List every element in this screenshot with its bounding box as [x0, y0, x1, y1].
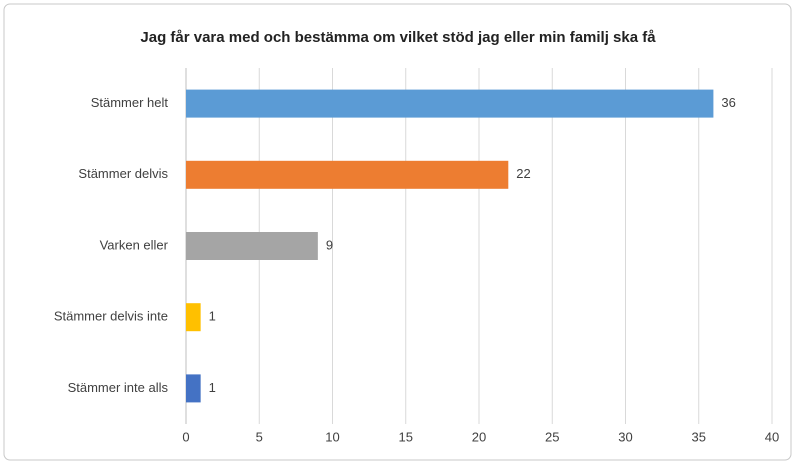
chart-title: Jag får vara med och bestämma om vilket … — [140, 29, 656, 46]
y-tick-label: Stämmer delvis — [78, 166, 168, 181]
chart-border — [3, 3, 792, 461]
y-tick-label: Varken eller — [100, 237, 169, 252]
bar — [186, 232, 318, 260]
y-tick-label: Stämmer delvis inte — [54, 309, 168, 324]
data-label: 1 — [209, 380, 216, 395]
x-tick-label: 30 — [618, 429, 632, 444]
data-label: 22 — [516, 166, 530, 181]
x-tick-label: 35 — [692, 429, 706, 444]
x-tick-label: 10 — [325, 429, 339, 444]
data-label: 36 — [721, 95, 735, 110]
y-tick-label: Stämmer inte alls — [68, 380, 169, 395]
y-tick-label: Stämmer helt — [91, 95, 169, 110]
x-tick-label: 20 — [472, 429, 486, 444]
x-tick-label: 5 — [256, 429, 263, 444]
data-label: 1 — [209, 309, 216, 324]
data-label: 9 — [326, 237, 333, 252]
x-tick-label: 25 — [545, 429, 559, 444]
bar — [186, 374, 201, 403]
bar — [186, 303, 201, 332]
bar — [186, 160, 509, 189]
x-tick-label: 15 — [399, 429, 413, 444]
x-tick-label: 0 — [182, 429, 189, 444]
x-tick-label: 40 — [765, 429, 779, 444]
bar — [186, 89, 714, 118]
